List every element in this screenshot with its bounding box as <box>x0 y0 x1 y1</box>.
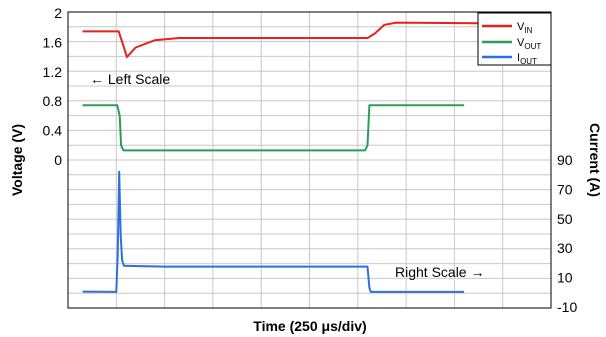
left-scale-annotation: ← Left Scale <box>90 71 170 87</box>
plot-frame <box>67 11 552 309</box>
legend-label-vout: VOUT <box>517 37 541 51</box>
right-tick-label: 10 <box>557 270 573 286</box>
x-axis-title: Time (250 μs/div) <box>253 318 366 334</box>
legend-label-vin: VIN <box>517 21 533 35</box>
plot-grid <box>68 12 551 308</box>
y-axis-right-title: Current (A) <box>587 123 603 197</box>
right-tick-label: 70 <box>557 181 573 197</box>
left-tick-label: 1.2 <box>43 64 63 80</box>
series-line-vout <box>82 104 465 152</box>
left-tick-label: 1.6 <box>43 34 63 50</box>
series-line-vin <box>82 21 551 59</box>
right-tick-label: 50 <box>557 211 573 227</box>
right-tick-label: 30 <box>557 240 573 256</box>
left-tick-label: 0.8 <box>43 93 63 109</box>
left-tick-label: 2 <box>54 5 62 21</box>
right-tick-label: 90 <box>557 152 573 168</box>
right-tick-label: -10 <box>557 299 577 315</box>
right-scale-annotation: Right Scale → <box>395 264 484 280</box>
series-line-iout <box>82 170 465 293</box>
left-tick-label: 0 <box>54 152 62 168</box>
tick-labels: 2 1.6 1.2 0.8 0.4 0 90 70 50 30 10 -10 <box>43 5 578 315</box>
legend: VIN VOUT IOUT <box>477 12 552 66</box>
left-tick-label: 0.4 <box>43 123 63 139</box>
y-axis-left-title: Voltage (V) <box>9 124 25 196</box>
legend-label-iout: IOUT <box>517 52 537 66</box>
series-layer <box>82 21 551 293</box>
